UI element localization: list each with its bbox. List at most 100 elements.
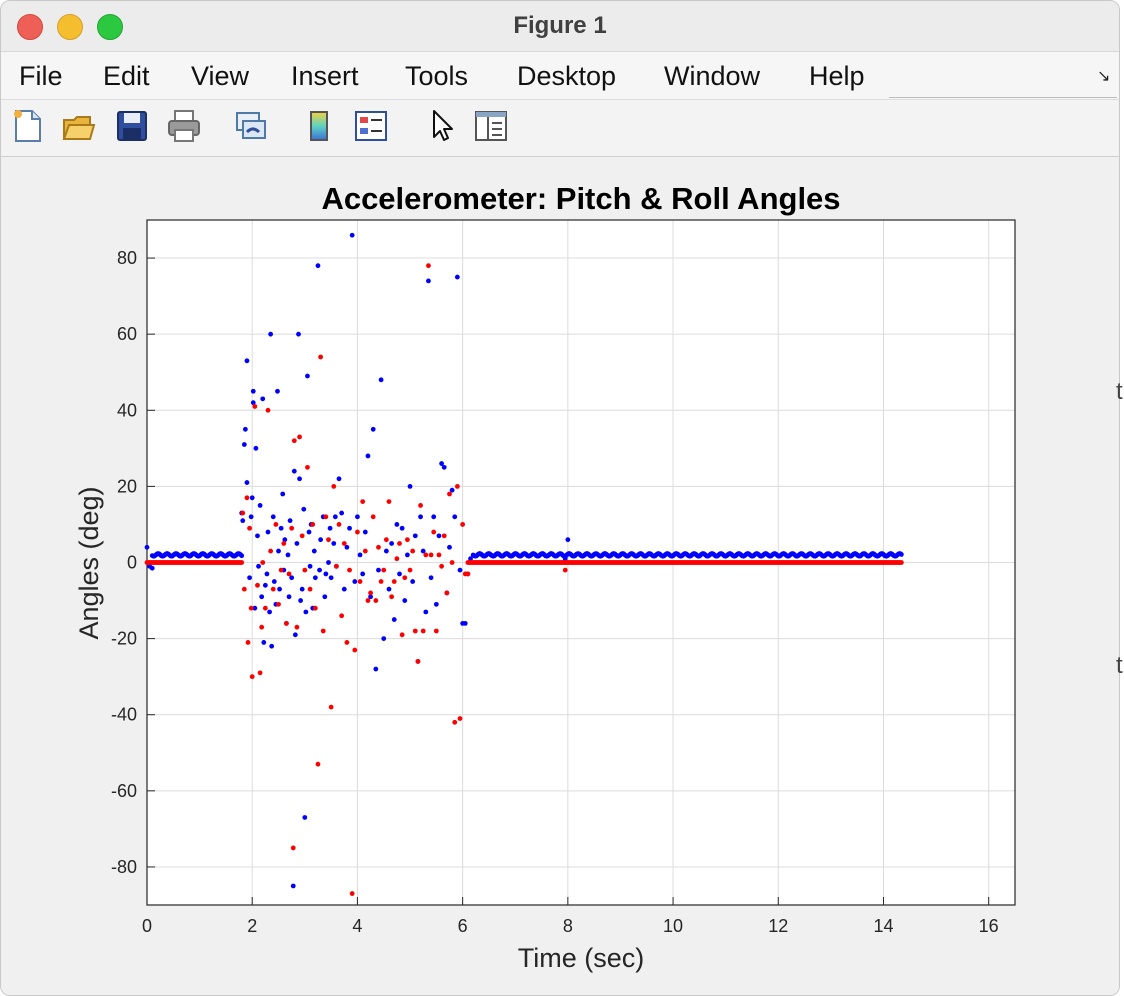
data-point xyxy=(249,674,255,680)
background-window-edge: t xyxy=(1116,652,1123,679)
close-window-button[interactable] xyxy=(17,14,43,40)
data-point xyxy=(328,575,334,581)
menu-insert[interactable]: Insert xyxy=(291,61,359,91)
data-point xyxy=(299,533,305,539)
data-point xyxy=(275,388,280,394)
data-point xyxy=(389,541,395,546)
menu-desktop[interactable]: Desktop xyxy=(517,61,617,91)
background-window-edge: t xyxy=(1116,378,1123,405)
data-point xyxy=(276,548,281,554)
data-point xyxy=(305,373,310,379)
data-point xyxy=(256,563,261,569)
data-point xyxy=(303,609,309,615)
data-point xyxy=(360,571,366,577)
colorbar-icon[interactable] xyxy=(301,108,337,144)
blue-series xyxy=(144,232,904,889)
data-point xyxy=(420,548,426,554)
data-point xyxy=(341,586,347,592)
menu-bar: File Edit View Insert Tools Desktop Wind… xyxy=(1,51,1119,100)
data-point xyxy=(262,605,268,611)
data-point xyxy=(360,499,366,505)
property-inspector-icon[interactable] xyxy=(473,108,509,144)
print-icon[interactable] xyxy=(166,108,202,144)
new-figure-icon[interactable] xyxy=(9,108,45,144)
data-point xyxy=(402,598,408,603)
data-point xyxy=(255,533,260,539)
data-point xyxy=(370,514,376,520)
data-point xyxy=(418,514,423,520)
data-point xyxy=(289,525,295,531)
x-tick-label: 6 xyxy=(458,916,468,936)
data-point xyxy=(244,358,250,364)
y-tick-label: 40 xyxy=(117,400,137,420)
data-point xyxy=(386,499,392,505)
link-plot-icon[interactable] xyxy=(233,108,269,144)
data-point xyxy=(250,388,256,394)
data-point xyxy=(562,567,568,573)
maximize-window-button[interactable] xyxy=(97,14,123,40)
data-point xyxy=(285,552,291,558)
data-point xyxy=(249,495,255,501)
data-point xyxy=(326,537,331,543)
y-tick-label: 0 xyxy=(127,553,137,573)
data-point xyxy=(336,522,342,527)
data-point xyxy=(378,579,384,584)
menu-file[interactable]: File xyxy=(19,61,63,91)
data-point xyxy=(328,704,334,710)
data-point xyxy=(407,483,413,489)
data-point xyxy=(247,575,252,581)
open-file-icon[interactable] xyxy=(61,108,97,144)
x-tick-label: 8 xyxy=(563,916,573,936)
data-point xyxy=(317,567,322,573)
data-point xyxy=(391,617,397,622)
save-icon[interactable] xyxy=(114,108,150,144)
data-point xyxy=(281,541,287,546)
dock-arrow-icon[interactable]: ↘ xyxy=(1097,68,1111,85)
y-tick-label: -20 xyxy=(111,629,137,649)
data-point xyxy=(339,510,345,516)
data-point xyxy=(270,586,276,592)
minimize-window-button[interactable] xyxy=(57,14,83,40)
legend-icon[interactable] xyxy=(353,108,389,144)
y-tick-label: 80 xyxy=(117,248,137,268)
data-point xyxy=(301,506,307,512)
data-point xyxy=(352,647,358,653)
data-point xyxy=(331,483,337,489)
data-point xyxy=(349,232,355,238)
data-point xyxy=(241,586,247,592)
data-point xyxy=(290,883,296,889)
data-point xyxy=(276,601,281,607)
data-point xyxy=(386,586,392,592)
chart-title: Accelerometer: Pitch & Roll Angles xyxy=(321,181,840,216)
data-point xyxy=(320,628,326,634)
menu-tools[interactable]: Tools xyxy=(405,61,469,91)
data-point xyxy=(302,567,308,573)
data-point xyxy=(452,719,458,725)
data-point xyxy=(261,640,267,645)
data-point xyxy=(311,548,317,554)
data-point xyxy=(257,503,263,508)
data-point xyxy=(318,354,323,360)
scatter-chart: 0 2 4 6 8 10 12 14 16 80 60 40 20 0 -20 -40 -60 -80 Accel… xyxy=(74,181,1016,973)
data-point xyxy=(562,556,568,562)
menu-edit[interactable]: Edit xyxy=(103,61,150,91)
data-point xyxy=(331,541,337,546)
data-point xyxy=(391,579,397,584)
data-point xyxy=(397,541,402,546)
data-point xyxy=(468,556,473,562)
data-point xyxy=(362,548,368,554)
data-point xyxy=(357,579,363,584)
data-point xyxy=(315,263,321,269)
data-point xyxy=(310,522,316,527)
menu-window[interactable]: Window xyxy=(664,61,761,91)
edit-plot-icon[interactable] xyxy=(425,108,461,144)
menu-help[interactable]: Help xyxy=(809,61,865,91)
data-point xyxy=(410,548,416,554)
menu-view[interactable]: View xyxy=(191,61,250,91)
data-point xyxy=(389,594,395,600)
y-axis-label: Angles (deg) xyxy=(74,486,104,639)
data-point xyxy=(423,609,429,615)
baseline-point xyxy=(898,552,904,557)
data-point xyxy=(297,476,302,482)
